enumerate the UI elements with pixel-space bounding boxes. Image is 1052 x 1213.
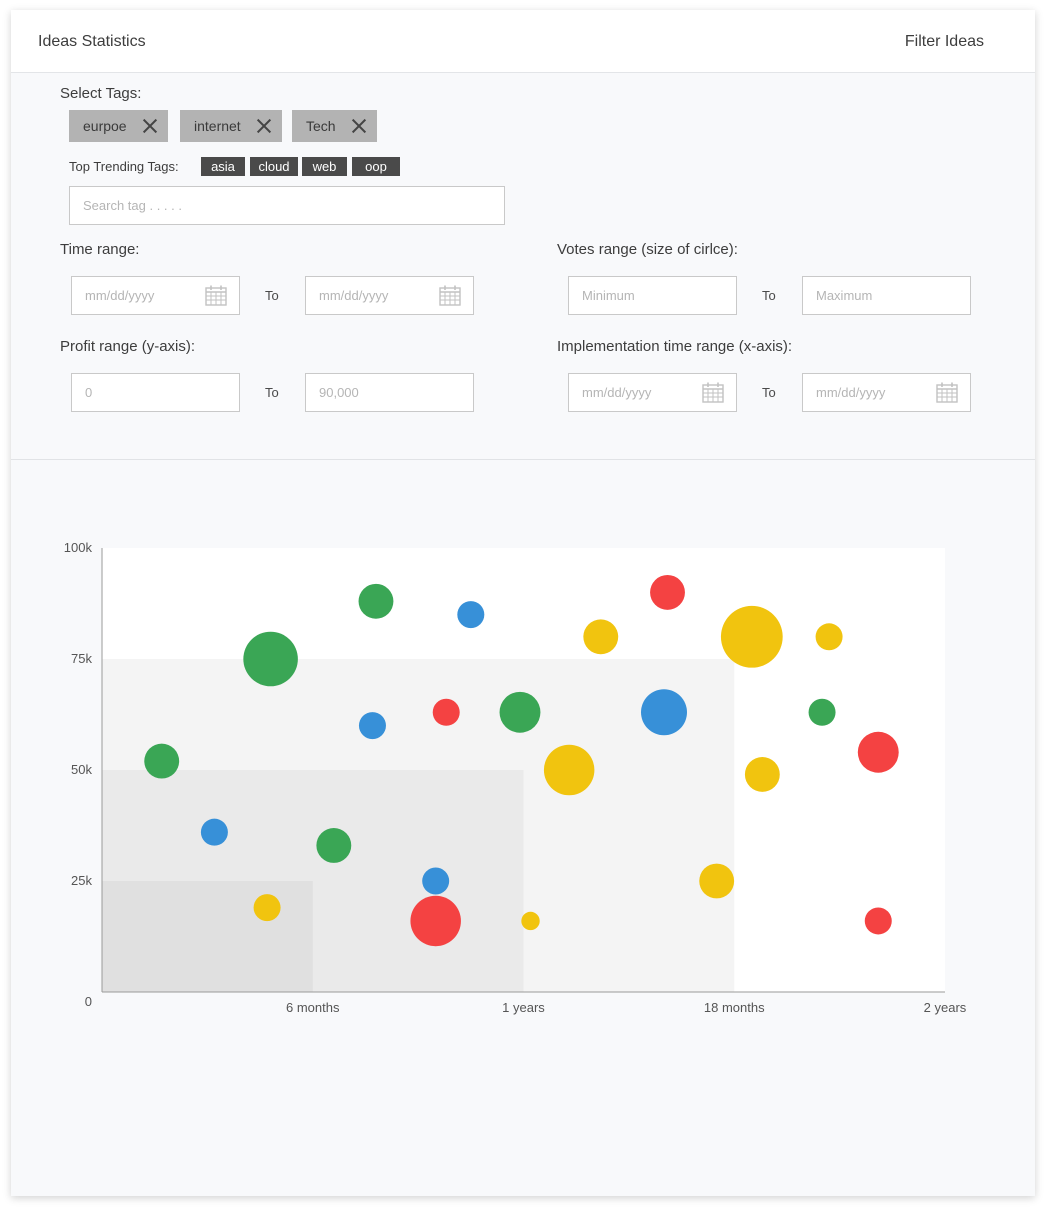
idea-bubble	[650, 574, 685, 610]
placeholder: mm/dd/yyyy	[582, 385, 652, 400]
y-tick-label: 0	[85, 994, 92, 1009]
profit-min-field[interactable]: 0	[71, 373, 240, 412]
idea-bubble	[432, 698, 460, 726]
impl-range-label: Implementation time range (x-axis):	[557, 338, 793, 355]
section-divider	[11, 459, 1035, 460]
votes-max-field[interactable]: Maximum	[802, 276, 971, 315]
idea-bubble	[422, 867, 450, 895]
votes-min-field[interactable]: Minimum	[568, 276, 737, 315]
idea-bubble	[808, 698, 836, 726]
calendar-icon[interactable]	[205, 285, 227, 306]
time-range-to-field[interactable]: mm/dd/yyyy	[305, 276, 474, 315]
x-tick-label: 1 years	[502, 1000, 545, 1015]
trending-tag[interactable]: web	[302, 157, 347, 176]
idea-bubble	[521, 911, 540, 931]
idea-bubble	[583, 619, 619, 655]
time-range-label: Time range:	[60, 241, 140, 258]
selected-tag[interactable]: internet	[180, 110, 282, 142]
y-tick-label: 100k	[64, 540, 93, 555]
votes-range-label: Votes range (size of cirlce):	[557, 241, 738, 258]
trending-tag[interactable]: asia	[201, 157, 245, 176]
idea-bubble	[358, 712, 386, 740]
idea-bubble	[358, 583, 394, 619]
to-label: To	[265, 385, 279, 400]
idea-bubble	[857, 731, 899, 773]
profit-range-label: Profit range (y-axis):	[60, 338, 196, 355]
to-label: To	[265, 288, 279, 303]
trending-tag[interactable]: oop	[352, 157, 400, 176]
page-title: Ideas Statistics	[38, 33, 146, 50]
idea-bubble	[457, 601, 485, 629]
x-tick-label: 18 months	[704, 1000, 765, 1015]
header: Ideas Statistics Filter Ideas	[11, 10, 1035, 73]
idea-bubble	[499, 691, 541, 733]
idea-bubble	[641, 689, 687, 736]
to-label: To	[762, 288, 776, 303]
idea-bubble	[699, 863, 735, 899]
selected-tag[interactable]: eurpoe	[69, 110, 168, 142]
ideas-statistics-card: Ideas Statistics Filter Ideas Select Tag…	[11, 10, 1035, 1196]
time-range-from-field[interactable]: mm/dd/yyyy	[71, 276, 240, 315]
idea-bubble	[200, 818, 228, 846]
idea-bubble	[144, 743, 180, 779]
calendar-icon[interactable]	[702, 382, 724, 403]
tag-label: eurpoe	[83, 118, 127, 134]
idea-bubble	[243, 631, 298, 687]
to-label: To	[762, 385, 776, 400]
idea-bubble	[253, 894, 281, 922]
search-tag-input[interactable]: Search tag . . . . .	[69, 186, 505, 225]
idea-bubble	[543, 744, 595, 796]
placeholder: mm/dd/yyyy	[319, 288, 389, 303]
y-tick-label: 25k	[71, 873, 92, 888]
tag-label: Tech	[306, 118, 336, 134]
profit-max-field[interactable]: 90,000	[305, 373, 474, 412]
x-tick-label: 6 months	[286, 1000, 340, 1015]
tag-label: internet	[194, 118, 241, 134]
idea-bubble	[410, 895, 461, 947]
calendar-icon[interactable]	[936, 382, 958, 403]
impl-range-from-field[interactable]: mm/dd/yyyy	[568, 373, 737, 412]
placeholder: mm/dd/yyyy	[85, 288, 155, 303]
idea-bubble	[815, 623, 843, 651]
trending-tag[interactable]: cloud	[250, 157, 298, 176]
idea-bubble	[744, 757, 780, 792]
impl-range-to-field[interactable]: mm/dd/yyyy	[802, 373, 971, 412]
y-tick-label: 50k	[71, 762, 92, 777]
calendar-icon[interactable]	[439, 285, 461, 306]
placeholder: mm/dd/yyyy	[816, 385, 886, 400]
x-tick-label: 2 years	[924, 1000, 967, 1015]
filter-ideas-button[interactable]: Filter Ideas	[904, 33, 984, 50]
idea-bubble	[316, 828, 352, 863]
trending-tags-label: Top Trending Tags:	[69, 159, 179, 174]
idea-bubble	[864, 907, 892, 935]
select-tags-label: Select Tags:	[60, 85, 142, 102]
y-tick-label: 75k	[71, 651, 92, 666]
bubble-chart: 0 25k 50k 75k 100k 6 months 1 years 18 months 2 …	[64, 540, 967, 1015]
selected-tag[interactable]: Tech	[292, 110, 377, 142]
idea-bubble	[720, 605, 783, 668]
range-region	[102, 881, 313, 992]
